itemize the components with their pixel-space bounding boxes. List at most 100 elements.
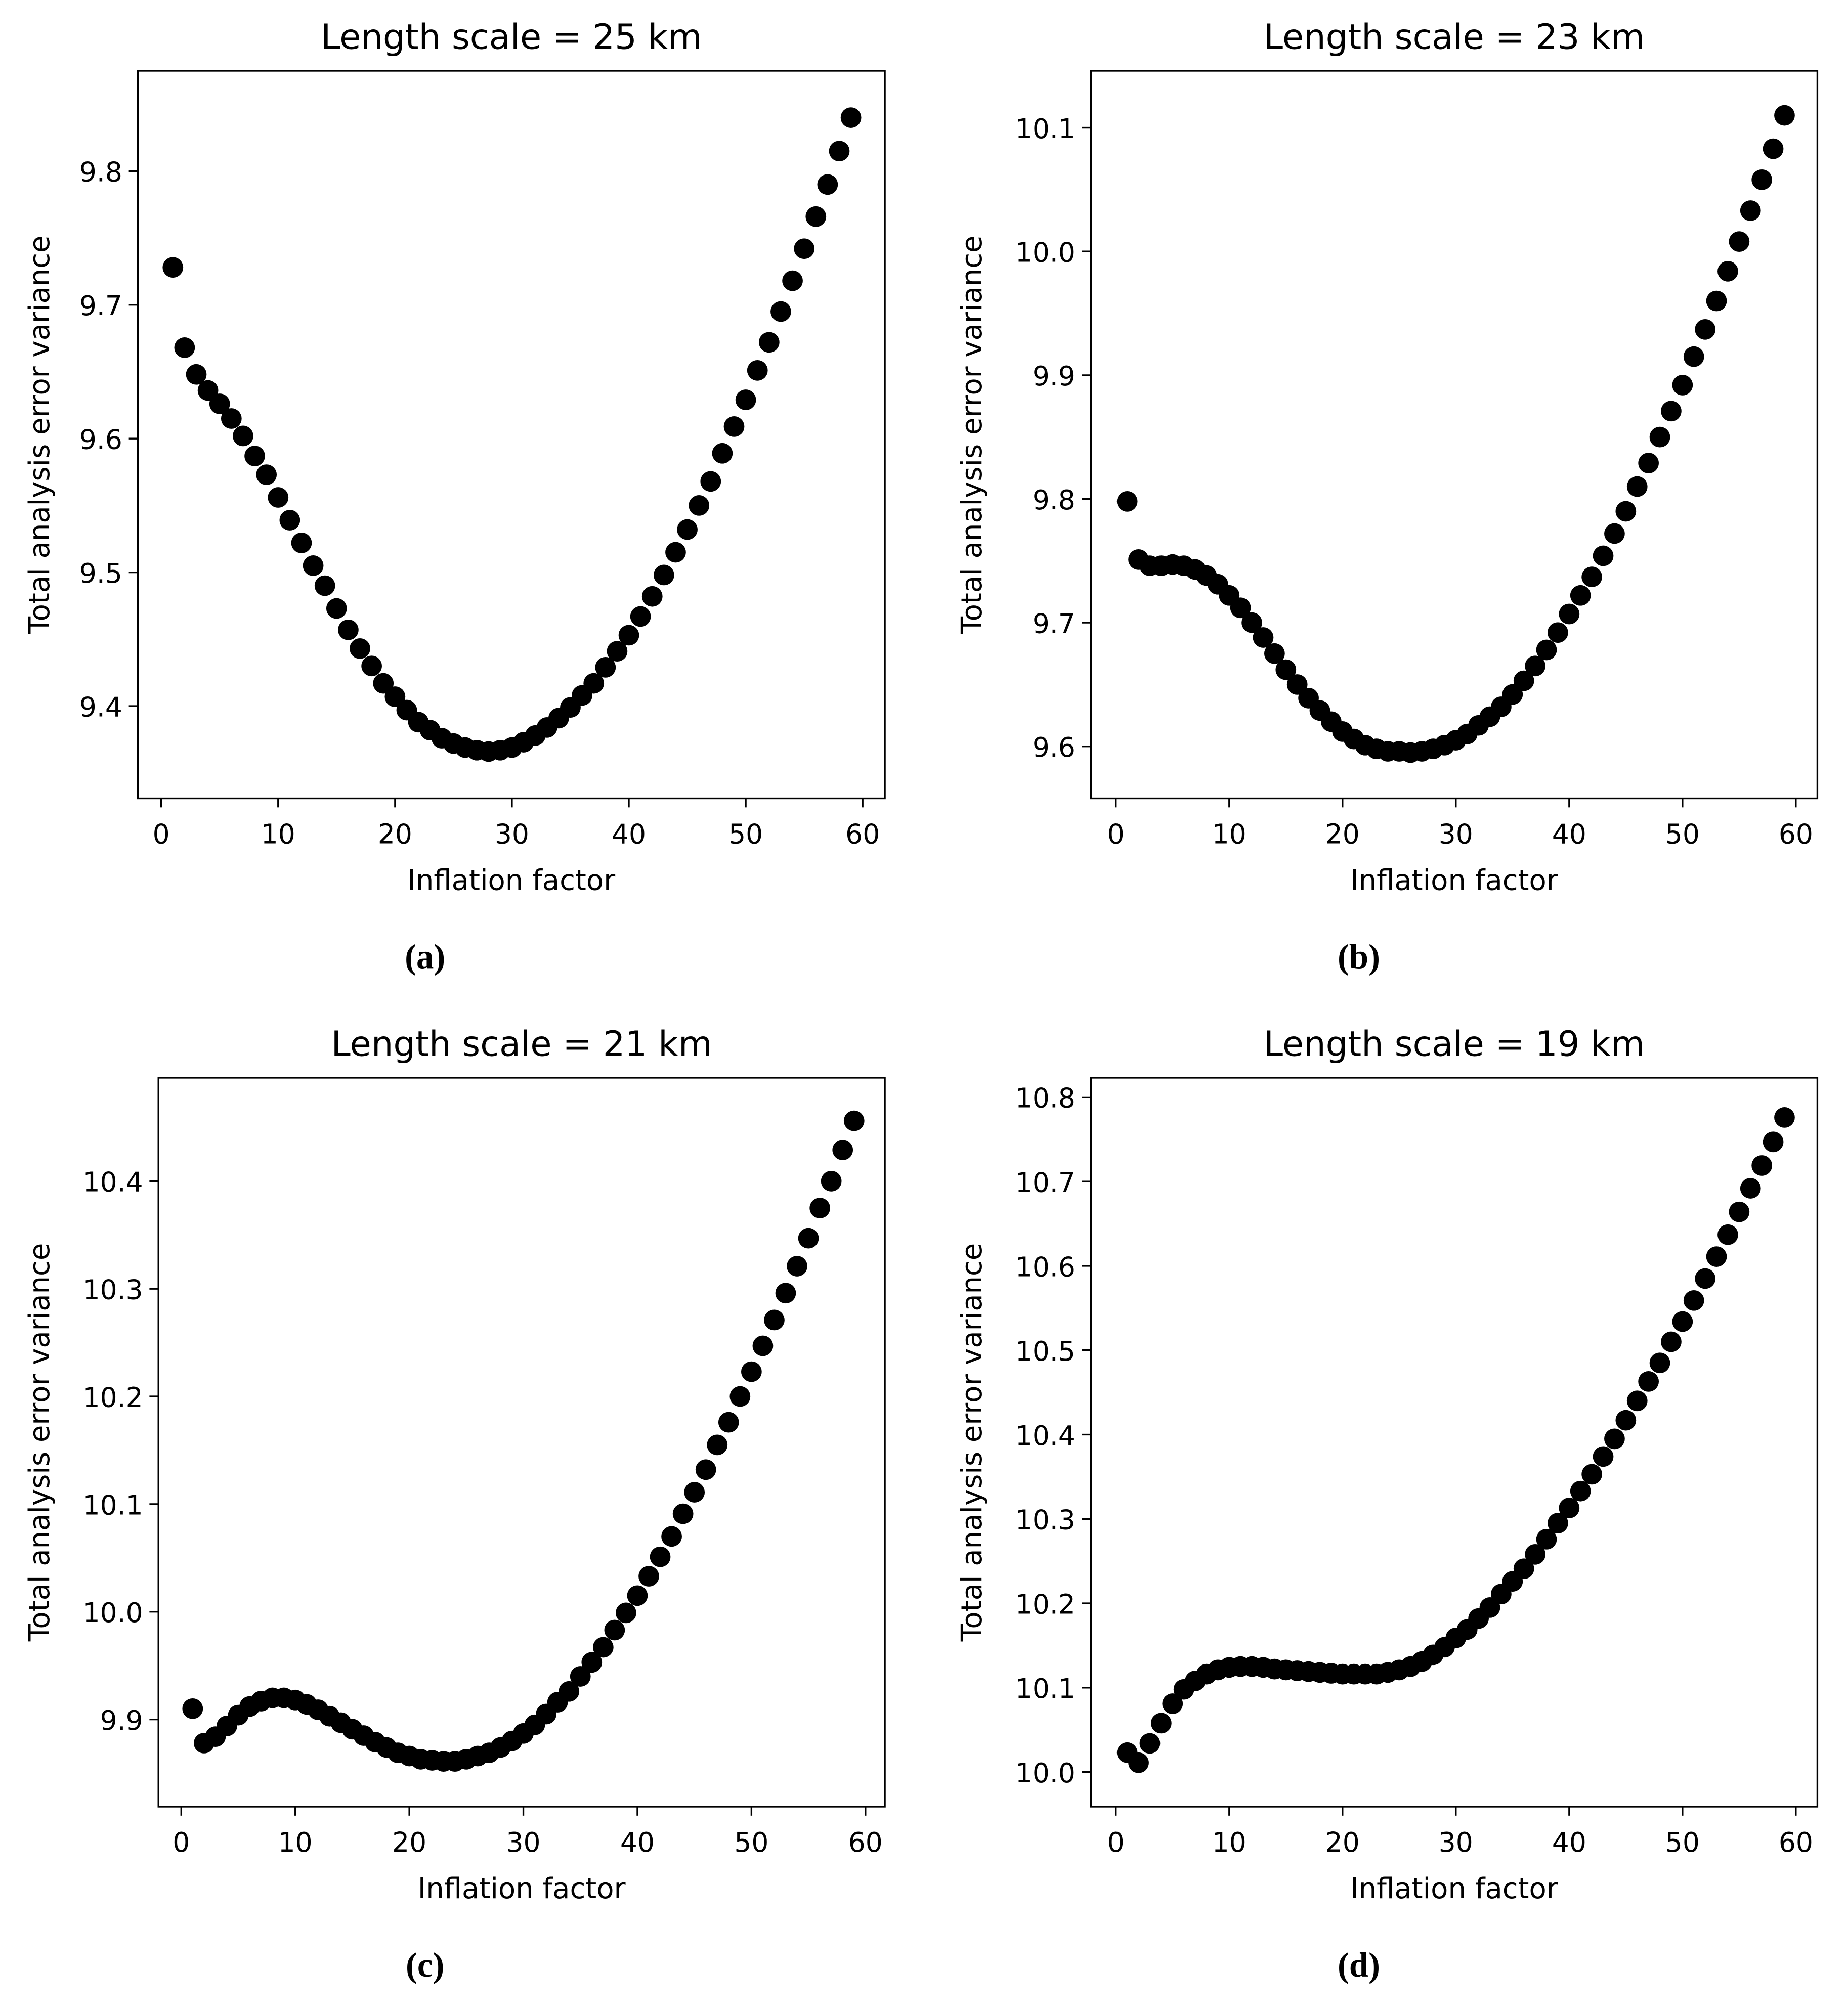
point (1479, 1597, 1500, 1618)
point (1559, 603, 1580, 625)
point (384, 686, 406, 707)
point (268, 487, 289, 508)
y-tick-label: 10.3 (1015, 1504, 1076, 1536)
caption: (d) (1338, 1946, 1380, 1984)
point (650, 1546, 671, 1567)
point (641, 586, 663, 607)
y-tick-label: 9.6 (1033, 731, 1076, 763)
point (1774, 1107, 1795, 1128)
point (1525, 1544, 1545, 1565)
point (1729, 231, 1750, 252)
point (718, 1412, 739, 1433)
y-tick-label: 10.2 (83, 1381, 143, 1413)
point (695, 1459, 716, 1480)
point (1286, 674, 1308, 695)
x-tick-label: 10 (1212, 818, 1247, 850)
point (1593, 545, 1614, 566)
point (1717, 1224, 1738, 1245)
plot-frame (1090, 70, 1819, 800)
x-tick-label: 40 (620, 1826, 655, 1858)
point (1683, 1290, 1704, 1311)
chart-title: Length scale = 21 km (331, 1024, 712, 1065)
x-tick-label: 20 (1325, 1826, 1360, 1858)
point (1626, 1390, 1648, 1412)
x-tick-label: 40 (612, 818, 646, 850)
x-tick-label: 20 (392, 1826, 426, 1858)
point (809, 1198, 830, 1218)
y-tick-label: 9.9 (1033, 360, 1076, 392)
x-tick-label: 30 (1439, 818, 1473, 850)
point (1116, 491, 1138, 512)
x-tick-label: 40 (1552, 818, 1586, 850)
point (843, 1110, 865, 1131)
x-tick-label: 0 (173, 1826, 190, 1858)
caption: (a) (405, 938, 445, 976)
point (1706, 1246, 1727, 1267)
point (1763, 138, 1784, 159)
point (1729, 1201, 1750, 1222)
y-tick-label: 10.4 (1015, 1420, 1076, 1452)
point (1593, 1446, 1614, 1467)
point (817, 174, 838, 195)
point (798, 1228, 819, 1249)
point (1615, 501, 1637, 522)
x-tick-label: 60 (1779, 818, 1813, 850)
point (1536, 639, 1557, 661)
y-tick-label: 9.6 (79, 424, 122, 456)
point (1695, 1268, 1716, 1289)
point (1570, 585, 1591, 606)
point (1230, 597, 1251, 619)
caption: (b) (1338, 938, 1380, 976)
point (747, 360, 768, 381)
point (672, 1503, 694, 1524)
point (1672, 375, 1693, 396)
y-tick-label: 10.5 (1015, 1335, 1076, 1367)
point (758, 332, 780, 353)
x-tick-label: 60 (1779, 1826, 1813, 1858)
x-tick-label: 50 (1665, 1826, 1700, 1858)
point (1661, 1331, 1682, 1352)
point (1649, 426, 1670, 448)
point (1626, 476, 1648, 497)
point (1513, 1558, 1534, 1580)
x-tick-label: 10 (261, 818, 295, 850)
y-axis-label: Total analysis error variance (23, 235, 56, 634)
point (1695, 319, 1716, 340)
chart-title: Length scale = 23 km (1264, 17, 1645, 58)
point (1139, 1733, 1161, 1754)
point (775, 1283, 796, 1304)
point (244, 446, 265, 466)
point (174, 337, 195, 358)
point (653, 564, 674, 586)
point (630, 606, 651, 627)
point (1253, 627, 1274, 648)
x-tick-label: 60 (848, 1826, 883, 1858)
point (1548, 622, 1568, 643)
point (338, 619, 359, 640)
point (1128, 1752, 1149, 1773)
x-axis-label: Inflation factor (1350, 864, 1559, 897)
chart-title: Length scale = 19 km (1264, 1024, 1645, 1065)
y-tick-label: 9.7 (1033, 607, 1076, 639)
point (840, 107, 862, 128)
y-tick-label: 9.5 (79, 557, 122, 589)
point (1661, 401, 1682, 422)
point (197, 380, 219, 401)
point (1717, 260, 1738, 282)
x-axis-label: Inflation factor (418, 1872, 626, 1905)
point (1162, 1693, 1183, 1714)
y-tick-label: 10.6 (1015, 1251, 1076, 1283)
point (1672, 1311, 1693, 1332)
plot-frame (1090, 1077, 1819, 1808)
point (829, 141, 850, 162)
x-tick-label: 40 (1552, 1826, 1586, 1858)
point (592, 1637, 614, 1658)
y-tick-label: 10.7 (1015, 1167, 1076, 1199)
point (361, 655, 382, 677)
point (1774, 105, 1795, 126)
point (794, 238, 815, 259)
point (661, 1526, 682, 1547)
point (707, 1434, 728, 1456)
point (1638, 453, 1659, 473)
